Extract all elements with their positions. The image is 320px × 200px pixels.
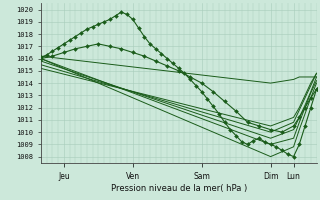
- X-axis label: Pression niveau de la mer( hPa ): Pression niveau de la mer( hPa ): [111, 184, 247, 193]
